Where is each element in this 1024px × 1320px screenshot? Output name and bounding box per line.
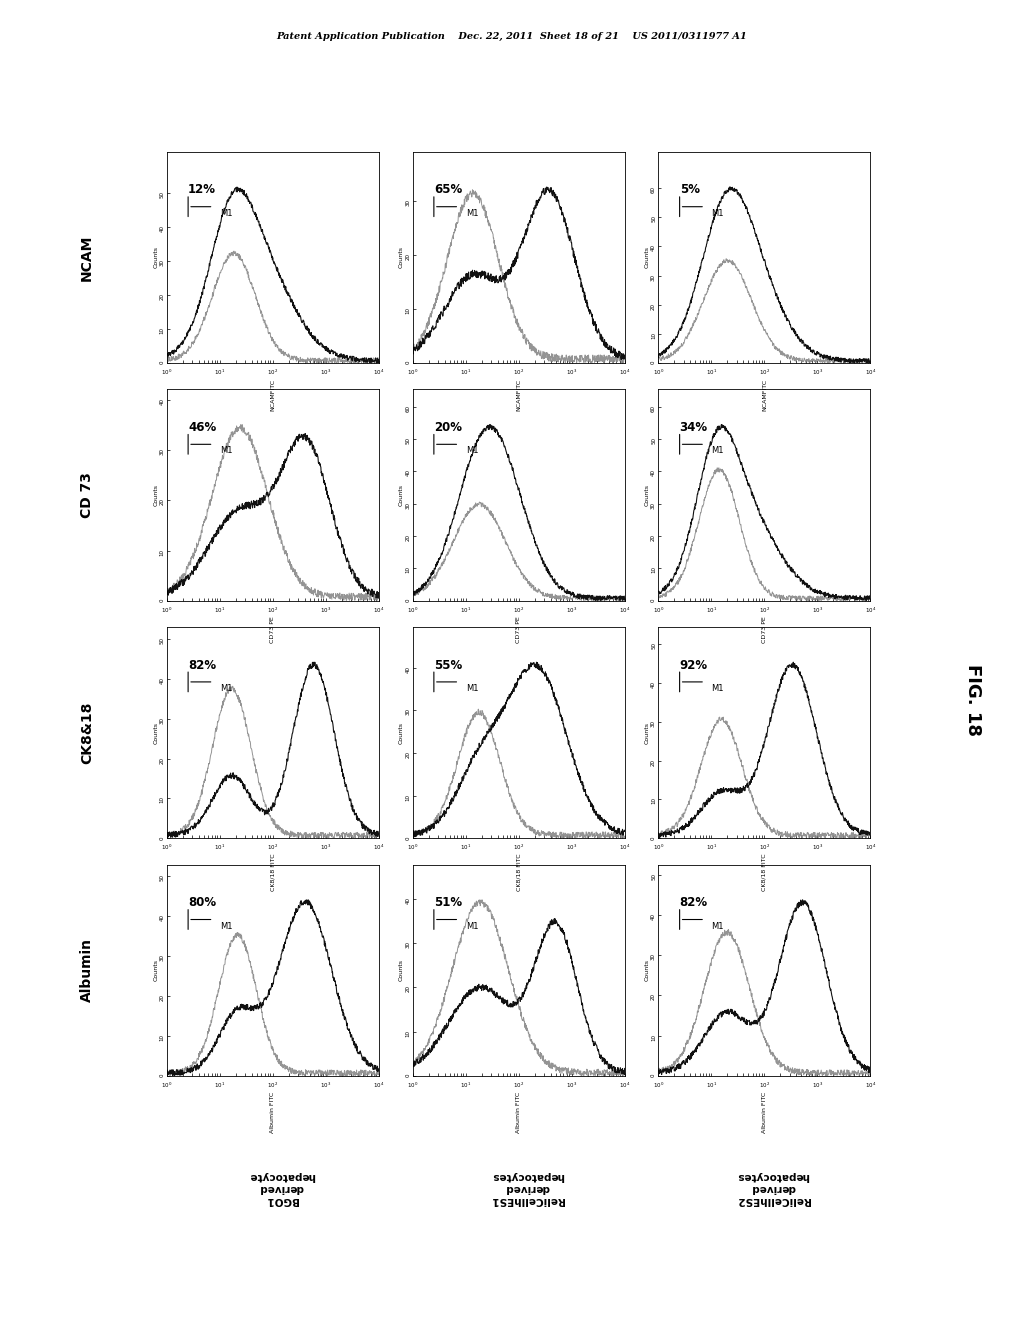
Text: M1: M1 bbox=[712, 446, 724, 455]
Y-axis label: Counts: Counts bbox=[154, 484, 158, 506]
Text: 82%: 82% bbox=[680, 896, 708, 909]
Text: 55%: 55% bbox=[434, 659, 462, 672]
X-axis label: Albumin FITC: Albumin FITC bbox=[270, 1092, 275, 1133]
Text: CK8&18: CK8&18 bbox=[80, 701, 94, 764]
Text: 51%: 51% bbox=[434, 896, 462, 909]
Text: 46%: 46% bbox=[188, 421, 216, 434]
Text: 65%: 65% bbox=[434, 183, 462, 197]
Y-axis label: Counts: Counts bbox=[399, 247, 403, 268]
Text: M1: M1 bbox=[712, 209, 724, 218]
Y-axis label: Counts: Counts bbox=[399, 722, 403, 743]
X-axis label: CD73 PE: CD73 PE bbox=[762, 616, 767, 643]
X-axis label: Albumin FITC: Albumin FITC bbox=[516, 1092, 521, 1133]
Text: CD 73: CD 73 bbox=[80, 473, 94, 517]
Text: M1: M1 bbox=[220, 921, 232, 931]
Text: M1: M1 bbox=[466, 209, 478, 218]
Y-axis label: Counts: Counts bbox=[154, 247, 158, 268]
Text: M1: M1 bbox=[466, 446, 478, 455]
Text: Albumin: Albumin bbox=[80, 939, 94, 1002]
Text: 92%: 92% bbox=[680, 659, 708, 672]
Y-axis label: Counts: Counts bbox=[645, 960, 649, 981]
Text: M1: M1 bbox=[712, 921, 724, 931]
X-axis label: CK8/18 FITC: CK8/18 FITC bbox=[516, 854, 521, 891]
Text: BGO1
derived
hepatocyte: BGO1 derived hepatocyte bbox=[249, 1171, 314, 1205]
X-axis label: NCAMFITC: NCAMFITC bbox=[762, 379, 767, 411]
Y-axis label: Counts: Counts bbox=[154, 960, 158, 981]
Y-axis label: Counts: Counts bbox=[154, 722, 158, 743]
Y-axis label: Counts: Counts bbox=[645, 722, 649, 743]
X-axis label: NCAMFITC: NCAMFITC bbox=[516, 379, 521, 411]
Text: 20%: 20% bbox=[434, 421, 462, 434]
X-axis label: CD73 PE: CD73 PE bbox=[270, 616, 275, 643]
X-axis label: CK8/18 FITC: CK8/18 FITC bbox=[270, 854, 275, 891]
X-axis label: CK8/18 FITC: CK8/18 FITC bbox=[762, 854, 767, 891]
Text: ReliCellhES2
derived
hepatocytes: ReliCellhES2 derived hepatocytes bbox=[736, 1171, 810, 1205]
Text: NCAM: NCAM bbox=[80, 234, 94, 281]
Text: M1: M1 bbox=[220, 446, 232, 455]
Text: 80%: 80% bbox=[188, 896, 216, 909]
Text: FIG. 18: FIG. 18 bbox=[964, 664, 982, 735]
Text: M1: M1 bbox=[466, 921, 478, 931]
Y-axis label: Counts: Counts bbox=[399, 484, 403, 506]
Y-axis label: Counts: Counts bbox=[645, 484, 649, 506]
Text: M1: M1 bbox=[220, 684, 232, 693]
X-axis label: Albumin FITC: Albumin FITC bbox=[762, 1092, 767, 1133]
Text: 12%: 12% bbox=[188, 183, 216, 197]
X-axis label: CD73 PE: CD73 PE bbox=[516, 616, 521, 643]
Text: Patent Application Publication    Dec. 22, 2011  Sheet 18 of 21    US 2011/03119: Patent Application Publication Dec. 22, … bbox=[276, 32, 748, 41]
Text: M1: M1 bbox=[220, 209, 232, 218]
Text: 5%: 5% bbox=[680, 183, 699, 197]
Text: M1: M1 bbox=[712, 684, 724, 693]
Text: 82%: 82% bbox=[188, 659, 216, 672]
X-axis label: NCAMFITC: NCAMFITC bbox=[270, 379, 275, 411]
Y-axis label: Counts: Counts bbox=[645, 247, 649, 268]
Text: ReliCellhES1
derived
hepatocytes: ReliCellhES1 derived hepatocytes bbox=[490, 1171, 564, 1205]
Y-axis label: Counts: Counts bbox=[399, 960, 403, 981]
Text: 34%: 34% bbox=[680, 421, 708, 434]
Text: M1: M1 bbox=[466, 684, 478, 693]
